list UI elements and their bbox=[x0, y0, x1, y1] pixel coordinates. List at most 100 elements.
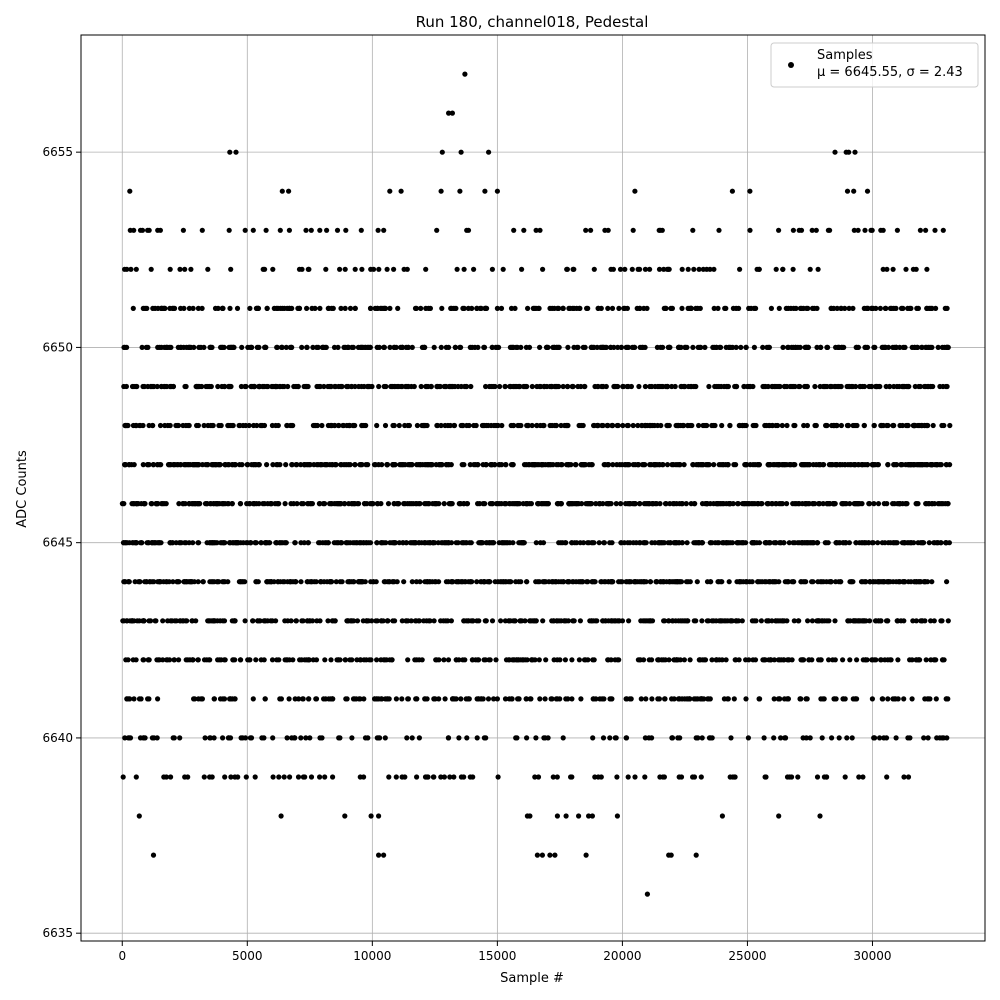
data-point bbox=[614, 774, 620, 780]
data-point bbox=[198, 696, 204, 702]
data-point bbox=[365, 735, 371, 741]
data-point bbox=[687, 657, 693, 663]
data-point bbox=[541, 422, 547, 429]
data-point bbox=[206, 618, 212, 624]
data-point bbox=[238, 579, 244, 585]
data-point bbox=[844, 383, 850, 390]
data-point bbox=[728, 735, 734, 741]
data-point bbox=[354, 657, 360, 663]
data-point bbox=[938, 462, 944, 468]
data-point bbox=[274, 344, 280, 350]
data-point bbox=[716, 227, 722, 233]
data-point bbox=[170, 383, 176, 390]
data-point bbox=[917, 462, 923, 468]
data-point bbox=[711, 501, 717, 507]
data-point bbox=[675, 657, 681, 663]
data-point bbox=[510, 540, 516, 546]
data-point bbox=[461, 618, 467, 624]
data-point bbox=[269, 657, 276, 663]
data-point bbox=[870, 462, 876, 468]
data-point bbox=[172, 305, 178, 311]
data-point bbox=[743, 696, 749, 702]
data-point bbox=[330, 305, 336, 311]
x-tick-label: 10000 bbox=[353, 949, 391, 963]
data-point bbox=[677, 462, 683, 468]
data-point bbox=[721, 696, 728, 702]
data-point bbox=[318, 579, 324, 585]
data-point bbox=[805, 305, 811, 311]
data-point bbox=[803, 696, 809, 702]
data-point bbox=[204, 462, 210, 468]
data-point bbox=[741, 422, 748, 429]
data-point bbox=[221, 696, 228, 702]
data-point bbox=[284, 735, 290, 741]
data-point bbox=[183, 657, 189, 663]
data-point bbox=[606, 501, 613, 507]
data-point bbox=[809, 579, 815, 585]
data-point bbox=[947, 422, 953, 429]
data-point bbox=[157, 227, 163, 233]
data-point bbox=[372, 305, 378, 311]
data-point bbox=[368, 266, 374, 272]
data-point bbox=[527, 813, 533, 819]
data-point bbox=[875, 462, 882, 468]
data-point bbox=[693, 852, 699, 858]
y-tick-label: 6655 bbox=[42, 145, 73, 159]
data-point bbox=[581, 657, 588, 663]
data-point bbox=[317, 227, 323, 233]
data-point bbox=[577, 618, 584, 624]
data-point bbox=[899, 422, 906, 429]
data-point bbox=[503, 462, 509, 468]
data-point bbox=[776, 540, 783, 546]
data-point bbox=[847, 657, 853, 663]
data-point bbox=[635, 266, 641, 272]
data-point bbox=[517, 540, 523, 546]
data-point bbox=[211, 735, 217, 741]
data-point bbox=[932, 657, 938, 663]
data-point bbox=[854, 657, 860, 663]
data-point bbox=[702, 422, 708, 429]
data-point bbox=[575, 344, 581, 350]
data-point bbox=[131, 696, 137, 702]
data-point bbox=[487, 501, 493, 507]
data-point bbox=[640, 540, 647, 546]
data-point bbox=[934, 735, 940, 741]
data-point bbox=[921, 735, 927, 741]
data-point bbox=[803, 501, 809, 507]
data-point bbox=[411, 540, 417, 546]
data-point bbox=[751, 344, 758, 350]
data-point bbox=[279, 188, 285, 194]
data-point bbox=[679, 696, 685, 702]
data-point bbox=[576, 305, 582, 311]
data-point bbox=[578, 383, 584, 390]
data-point bbox=[817, 501, 823, 507]
data-point bbox=[735, 501, 741, 507]
data-point bbox=[621, 305, 627, 311]
data-point bbox=[875, 501, 882, 507]
data-point bbox=[127, 735, 134, 741]
data-point bbox=[327, 501, 333, 507]
data-point bbox=[393, 774, 399, 780]
data-point bbox=[247, 305, 253, 311]
data-point bbox=[298, 579, 304, 585]
data-point bbox=[461, 774, 467, 780]
data-point bbox=[661, 774, 668, 780]
data-point bbox=[150, 462, 156, 468]
data-point bbox=[372, 696, 378, 702]
data-point bbox=[504, 540, 510, 546]
data-point bbox=[127, 227, 133, 233]
data-point bbox=[722, 305, 728, 311]
data-point bbox=[316, 540, 322, 546]
data-point bbox=[538, 501, 544, 507]
data-point bbox=[215, 579, 221, 585]
data-point bbox=[924, 305, 930, 311]
data-point bbox=[250, 618, 256, 624]
data-point bbox=[784, 501, 790, 507]
data-point bbox=[685, 383, 692, 390]
data-point bbox=[305, 462, 311, 468]
data-point bbox=[828, 305, 834, 311]
data-point bbox=[635, 657, 642, 663]
data-point bbox=[776, 305, 782, 311]
data-point bbox=[801, 422, 807, 429]
data-point bbox=[776, 813, 782, 819]
